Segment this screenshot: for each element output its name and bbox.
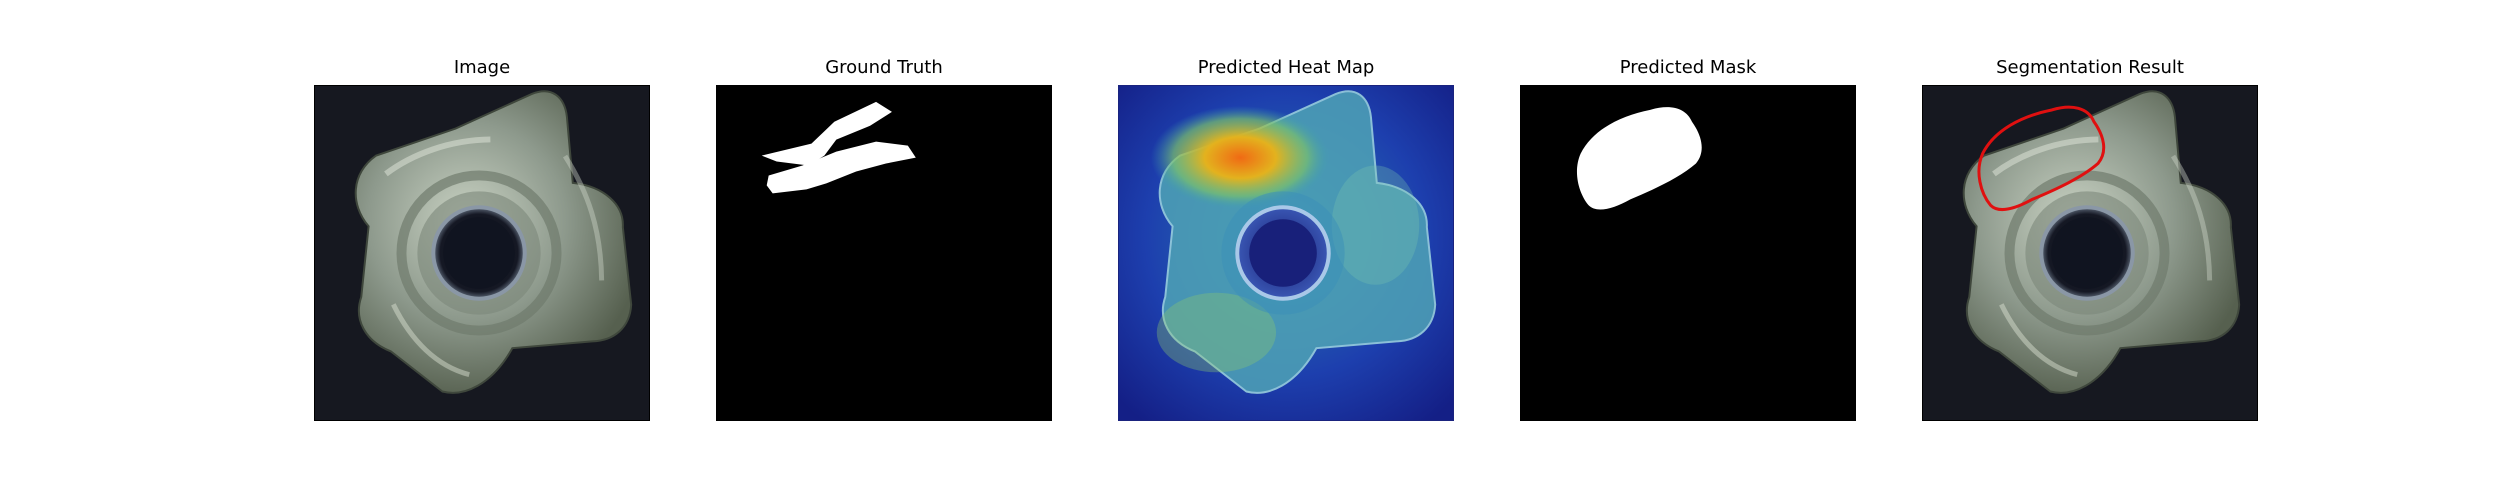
- panel-title-segmentation-result: Segmentation Result: [1996, 57, 2184, 78]
- panel-ground-truth: Ground Truth: [716, 56, 1052, 424]
- panel-predicted-mask: Predicted Mask: [1520, 56, 1856, 424]
- ground-truth-mask: [717, 86, 1051, 420]
- panel-title-heat-map: Predicted Heat Map: [1197, 57, 1375, 78]
- predicted-mask: [1521, 86, 1855, 420]
- ground-truth-frame: [716, 85, 1052, 421]
- predicted-mask-frame: [1520, 85, 1856, 421]
- segmentation-result-image: [1923, 86, 2257, 420]
- panel-heat-map: Predicted Heat Map: [1118, 56, 1454, 424]
- image-frame: [314, 85, 650, 421]
- segmentation-frame: [1922, 85, 2258, 421]
- panel-title-image: Image: [453, 57, 511, 78]
- segmentation-contour: [1977, 105, 2106, 211]
- heat-map-overlay: [1119, 86, 1453, 420]
- panel-image: Image: [314, 56, 650, 424]
- panel-title-predicted-mask: Predicted Mask: [1619, 57, 1757, 78]
- panel-segmentation-result: Segmentation Result: [1922, 56, 2258, 424]
- panel-title-ground-truth: Ground Truth: [825, 57, 943, 78]
- tee-nut-photo: [315, 86, 649, 420]
- heat-map-frame: [1118, 85, 1454, 421]
